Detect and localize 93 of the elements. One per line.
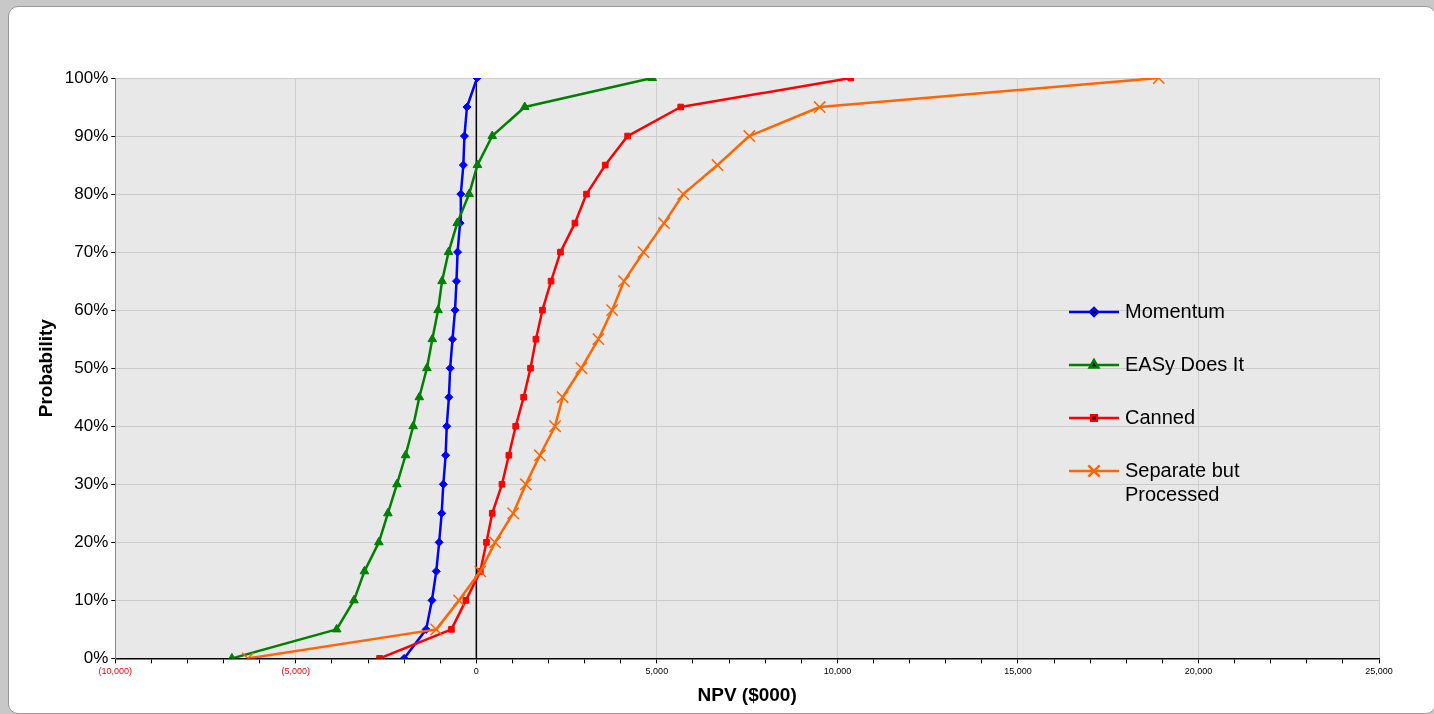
point [383, 507, 393, 517]
y-tick-label: 100% [64, 67, 109, 87]
point [359, 565, 370, 575]
legend-label: EASy Does It [1125, 352, 1245, 375]
x-tick-label: 10,000 [823, 666, 852, 677]
point [512, 422, 520, 430]
point [445, 363, 455, 373]
point [453, 247, 463, 257]
x-tick-label: (10,000) [98, 666, 133, 677]
point [557, 248, 564, 256]
y-tick-label: 10% [74, 590, 109, 610]
point [547, 277, 555, 285]
point [438, 479, 448, 489]
x-axis-title: NPV ($000) [697, 683, 797, 705]
point [533, 448, 547, 462]
point [427, 333, 438, 343]
point [532, 335, 540, 343]
point [431, 566, 441, 576]
point [637, 245, 650, 259]
point [443, 246, 454, 256]
point [520, 393, 527, 401]
x-tick-label: (5,000) [281, 666, 311, 677]
point [548, 419, 562, 433]
y-tick-label: 70% [74, 241, 109, 261]
point [433, 304, 443, 314]
y-tick-label: 60% [74, 299, 109, 319]
point [331, 623, 342, 633]
y-tick-label: 0% [83, 648, 109, 668]
point [414, 391, 425, 401]
point [452, 593, 466, 607]
point [556, 390, 570, 404]
point [605, 303, 619, 317]
point [464, 188, 474, 198]
y-tick-label: 40% [74, 415, 109, 435]
point [434, 537, 444, 547]
point [505, 451, 513, 459]
point [392, 478, 402, 488]
legend-label: Canned [1125, 405, 1196, 428]
point [374, 536, 384, 546]
y-tick-label: 30% [74, 473, 109, 493]
point [448, 334, 458, 344]
x-tick-label: 15,000 [1004, 666, 1032, 677]
y-tick-label: 80% [74, 183, 109, 203]
point [427, 595, 437, 605]
point [575, 361, 588, 375]
point [429, 622, 443, 636]
point [459, 131, 469, 141]
y-axis-title: Probability [34, 318, 56, 418]
point [441, 450, 451, 460]
point [483, 538, 490, 546]
y-tick-label: 90% [74, 125, 109, 145]
point [462, 597, 470, 604]
point [527, 364, 534, 372]
point [591, 332, 605, 346]
point [617, 274, 631, 288]
point [677, 103, 685, 111]
point [519, 101, 530, 111]
point [448, 626, 455, 633]
point [458, 160, 468, 170]
point [488, 509, 496, 517]
point [571, 219, 579, 227]
point [456, 189, 466, 199]
point [437, 275, 447, 285]
point [487, 130, 498, 140]
y-tick-label: 20% [74, 532, 109, 552]
point [451, 276, 461, 286]
point [488, 535, 502, 549]
point [519, 477, 533, 491]
point [711, 158, 724, 172]
y-tick-label: 50% [74, 357, 109, 377]
legend-label: Separate but Processed [1125, 458, 1240, 505]
point [349, 594, 359, 604]
x-tick-label: 5,000 [645, 666, 669, 677]
point [539, 306, 546, 314]
point [506, 506, 520, 520]
x-tick-label: 0 [473, 666, 479, 677]
point [472, 159, 483, 169]
point [813, 100, 827, 114]
point [624, 132, 631, 140]
point [657, 216, 671, 230]
point [742, 129, 756, 143]
x-tick-label: 25,000 [1365, 666, 1393, 677]
point [408, 420, 418, 430]
x-tick-label: 20,000 [1184, 666, 1213, 677]
point [473, 564, 487, 578]
point [676, 187, 690, 201]
point [498, 480, 506, 488]
point [422, 362, 432, 372]
point [583, 190, 590, 198]
legend-label: Momentum [1125, 299, 1226, 322]
point [462, 102, 472, 112]
point [400, 449, 411, 459]
point [601, 161, 609, 169]
